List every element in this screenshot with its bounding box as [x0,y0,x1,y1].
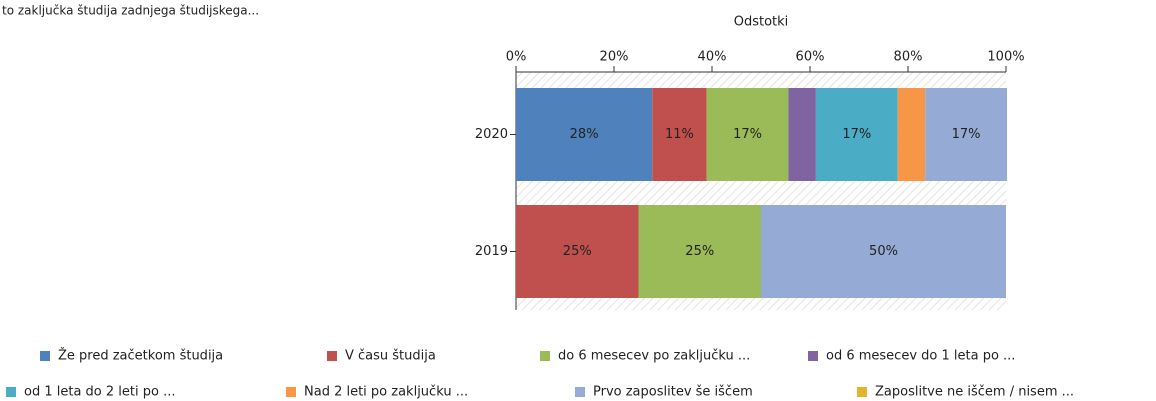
bar-segment [925,88,1007,181]
chart-title: to zaključka študija zadnjega študijskeg… [2,4,259,18]
bar-segment [815,88,898,181]
x-tick-label: 80% [894,50,923,65]
data-label: 17% [733,127,762,142]
y-tick-label: 2020 [475,127,508,142]
legend-swatch [327,351,337,361]
data-label: 25% [563,244,592,259]
bar-segment [638,205,761,298]
bar-segment [761,205,1006,298]
x-tick-label: 0% [506,50,527,65]
legend-label: do 6 mesecev po zaključku ... [558,349,750,364]
data-label: 50% [869,244,898,259]
legend-swatch [286,387,296,397]
bar-segment [516,205,639,298]
legend-label: Nad 2 leti po zaključku ... [304,385,468,400]
legend-swatch [808,351,818,361]
legend-label: Že pred začetkom študija [58,348,223,364]
legend-swatch [40,351,50,361]
legend-label: od 1 leta do 2 leti po ... [24,385,175,400]
bar-segment [897,88,926,181]
bar-segment [706,88,789,181]
legend-swatch [857,387,867,397]
axis-title: Odstotki [734,15,789,30]
data-label: 11% [665,127,694,142]
x-tick-label: 60% [796,50,825,65]
x-tick-label: 20% [600,50,629,65]
data-label: 17% [842,127,871,142]
bar-segment [516,88,653,181]
bar-segment [788,88,816,181]
bar-segment [652,88,707,181]
data-label: 17% [952,127,981,142]
legend-label: V času študija [345,349,436,364]
legend-label: Zaposlitve ne iščem / nisem ... [875,385,1074,400]
legend-label: od 6 mesecev do 1 leta po ... [826,349,1015,364]
data-label: 25% [685,244,714,259]
legend-swatch [6,387,16,397]
y-tick-label: 2019 [475,244,508,259]
legend-swatch [540,351,550,361]
legend-label: Prvo zaposlitev še iščem [593,385,753,400]
legend-swatch [575,387,585,397]
x-tick-label: 100% [987,50,1024,65]
data-label: 28% [570,127,599,142]
x-tick-label: 40% [698,50,727,65]
